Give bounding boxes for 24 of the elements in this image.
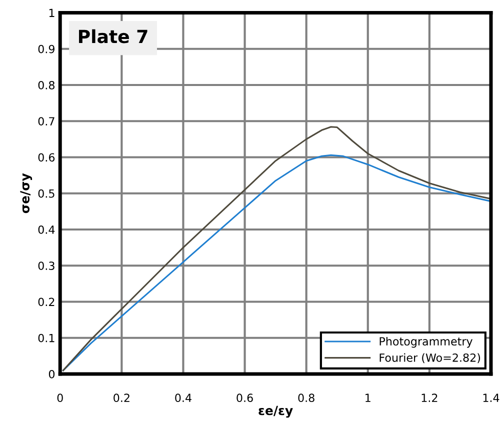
x-tick-label: 0.8 [298, 394, 314, 402]
x-tick-label: 0.4 [175, 394, 192, 402]
y-tick-label: 0.9 [38, 44, 54, 54]
x-tick-label: 1.2 [422, 394, 438, 402]
y-tick-label: 0.1 [38, 334, 54, 342]
x-tick-label: 0 [57, 394, 63, 402]
x-tick-label: 1.4 [483, 394, 500, 402]
x-tick-label: 0.6 [236, 394, 253, 402]
y-tick-label: 0.4 [38, 225, 55, 234]
y-tick-label: 1 [49, 8, 54, 17]
y-axis-title: σe/σy [20, 173, 32, 214]
x-tick-label: 1 [366, 394, 370, 402]
y-tick-label: 0.7 [38, 117, 54, 126]
y-tick-label: 0 [48, 370, 55, 378]
y-tick-label: 0.2 [38, 298, 54, 306]
y-tick-label: 0.8 [38, 80, 54, 90]
annotation: Plate 7 [79, 29, 148, 44]
y-tick-label: 0.5 [38, 189, 54, 198]
x-axis-title: εe/εy [258, 406, 293, 418]
y-tick-label: 0.6 [38, 153, 55, 162]
legend-label: Fourier (Wo=2.82) [380, 353, 480, 364]
legend-label: Photogrammetry [380, 336, 472, 348]
y-tick-label: 0.3 [38, 262, 54, 270]
x-tick-label: 0.2 [114, 394, 130, 402]
